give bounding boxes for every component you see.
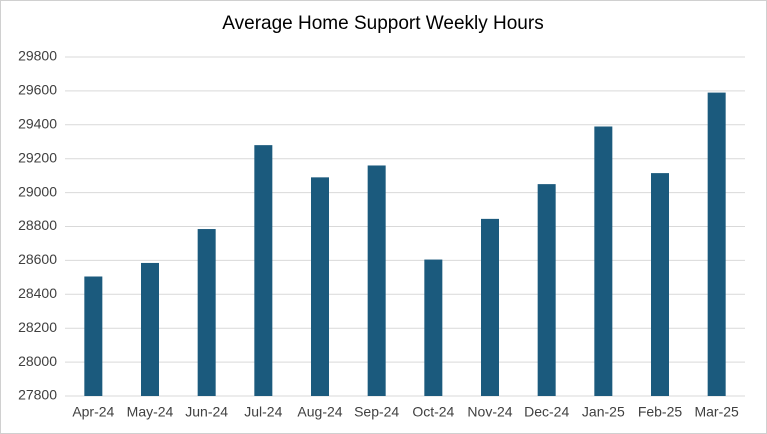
bar [311,177,329,396]
y-tick-label: 29200 [18,149,57,165]
bar [197,229,216,396]
bar [651,173,669,396]
y-tick-label: 28200 [18,319,57,335]
bar [367,165,386,396]
x-tick-label: Dec-24 [524,404,569,420]
x-tick-label: Oct-24 [412,404,454,420]
y-tick-label: 28800 [18,217,57,233]
bar [594,126,613,397]
y-tick-label: 29400 [18,116,57,132]
bar [141,262,159,396]
x-tick-label: Sep-24 [354,404,399,420]
x-tick-label: Jun-24 [185,404,228,420]
bar [537,184,556,396]
bar [481,218,499,396]
y-tick-label: 28400 [18,285,57,301]
x-tick-label: Feb-25 [638,404,683,420]
y-tick-label: 28000 [18,353,57,369]
y-tick-label: 29800 [18,48,57,64]
x-tick-label: May-24 [127,404,174,420]
x-tick-label: Aug-24 [297,404,342,420]
x-tick-label: Jul-24 [244,404,282,420]
x-tick-label: Nov-24 [467,404,512,420]
x-tick-label: Jan-25 [582,404,625,420]
x-tick-label: Mar-25 [694,404,739,420]
chart-title: Average Home Support Weekly Hours [222,13,543,34]
bar [707,92,726,396]
x-tick-label: Apr-24 [72,404,114,420]
y-tick-label: 29600 [18,82,57,98]
y-tick-label: 27800 [18,387,57,403]
y-tick-label: 28600 [18,251,57,267]
bar [424,259,443,396]
bar [84,276,103,396]
bar [254,145,273,396]
y-tick-label: 29000 [18,183,57,199]
